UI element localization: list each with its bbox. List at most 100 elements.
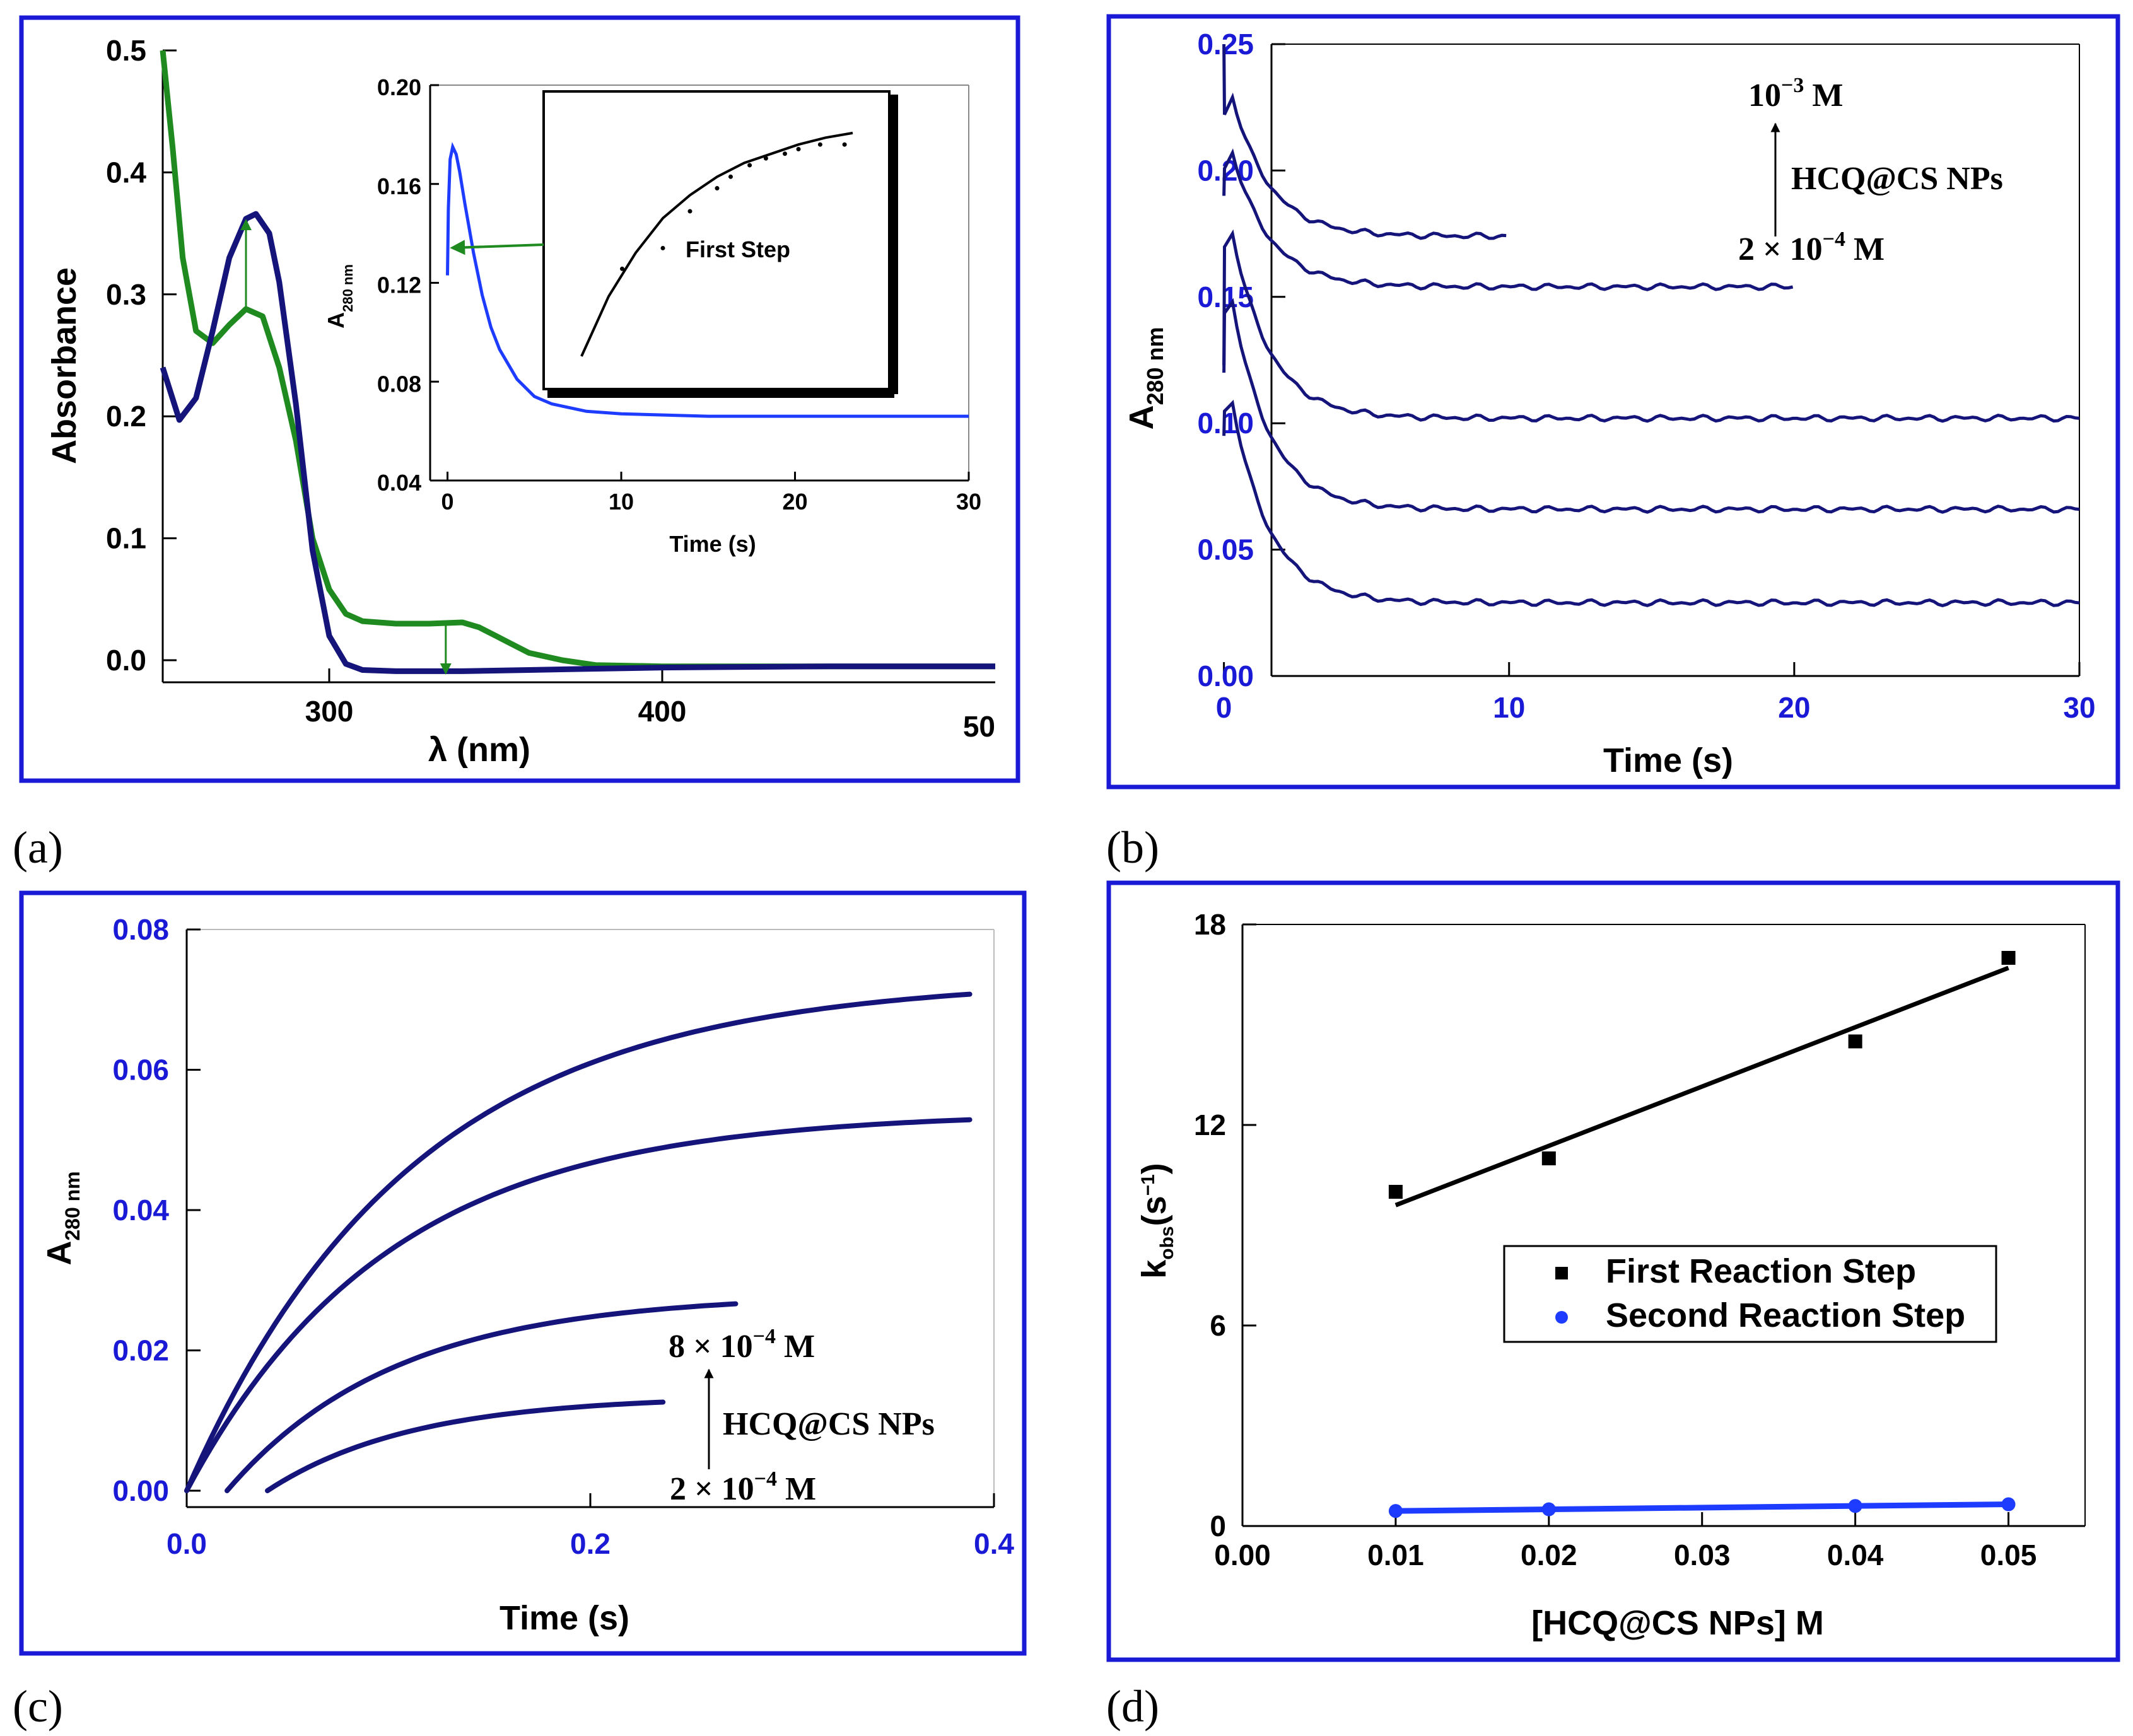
sub-inset-point: [687, 209, 692, 214]
sub-inset-frame: [542, 90, 891, 390]
panel-d-point-second: [2001, 1497, 2016, 1512]
panel-c-frame: [19, 890, 1027, 1656]
sub-inset-point: [817, 142, 822, 147]
panel-b-trace-5: [1222, 44, 1507, 240]
panel-label-d: (d): [1106, 1681, 1159, 1732]
sub-inset-point: [728, 174, 733, 179]
panel-b-x-tick-label: 30: [2063, 691, 2095, 724]
panel-c-y-tick-label: 0.06: [112, 1054, 169, 1086]
panel-b-annot-top: 10−3 M: [1748, 74, 1843, 114]
legend-marker-second: [1555, 1311, 1568, 1324]
panel-c-y-tick-label: 0.00: [112, 1474, 169, 1507]
panel-d-y-label: kobs(s−1): [1135, 1163, 1178, 1279]
panel-d-y-label-exp: −1: [1138, 1174, 1159, 1196]
panel-d-fit-2: [1395, 1501, 2009, 1514]
panel-b-annot-middle: HCQ@CS NPs: [1791, 161, 2003, 197]
inset-y-tick-label: 0.04: [377, 470, 421, 496]
sub-inset-point: [796, 147, 801, 151]
panel-d-frame: [1106, 880, 2120, 1662]
panel-label-a: (a): [13, 822, 63, 873]
panel-d-point-first: [1388, 1185, 1403, 1199]
inset-y-tick-label: 0.12: [377, 272, 421, 298]
panel-b-annot-bottom: 2 × 10−4 M: [1738, 228, 1885, 267]
inset-y-tick-label: 0.08: [377, 371, 421, 397]
panel-c: 0.0 0.2 0.4 0.00 0.02 0.04 0.06 0.08 Time (s) A…: [40, 913, 1014, 1637]
panel-d: 0.00 0.01 0.02 0.03 0.04 0.05 0 6 12 18 [HCQ@CS N…: [1135, 908, 2086, 1642]
panel-d-x-tick-label: 0.02: [1521, 1539, 1577, 1571]
panel-c-x-tick-label: 0.2: [570, 1527, 611, 1560]
sub-inset-point: [763, 156, 768, 161]
panel-c-annot-bottom: 2 × 10−4 M: [670, 1467, 816, 1507]
panel-a-inset: 0 10 20 30 0.04 0.08 0.12 0.16 0.20 Time (s) A28…: [323, 74, 981, 557]
panel-d-point-second: [1388, 1504, 1403, 1518]
panel-b-y-label-main: A: [1123, 405, 1160, 430]
inset-y-label-main: A: [323, 312, 349, 329]
legend-label-first: First Reaction Step: [1606, 1252, 1916, 1290]
panel-d-y-tick-label: 0: [1210, 1510, 1226, 1542]
svg-text:kobs(s−1): kobs(s−1): [1135, 1163, 1178, 1279]
panel-d-point-second: [1848, 1499, 1862, 1513]
panel-c-x-tick-label: 0.4: [974, 1527, 1014, 1560]
panel-d-y-tick-label: 6: [1210, 1309, 1226, 1342]
panel-d-x-tick-label: 0.01: [1367, 1539, 1424, 1571]
panel-c-annot-top: 8 × 10−4 M: [669, 1325, 815, 1365]
sub-inset-point: [842, 142, 847, 147]
panel-b-y-tick-label: 0.05: [1197, 533, 1254, 566]
panel-b-trace-2: [1222, 298, 2080, 514]
panel-d-fit-1: [1394, 965, 2009, 1208]
panel-label-b: (b): [1106, 822, 1159, 873]
svg-text:A280 nm: A280 nm: [40, 1171, 84, 1265]
sub-inset-title: First Step: [686, 236, 790, 262]
sub-inset-point: [783, 151, 787, 156]
svg-text:A280 nm: A280 nm: [1123, 327, 1168, 429]
panel-c-trace-4: [184, 991, 973, 1493]
legend-label-second: Second Reaction Step: [1606, 1296, 1965, 1334]
panel-d-x-tick-label: 0.00: [1214, 1539, 1271, 1571]
panel-a-y-label: Absorbance: [45, 267, 83, 464]
inset-x-tick-label: 20: [782, 489, 807, 515]
panel-a-x-edge-tick: 50: [963, 710, 995, 743]
panel-a-y-tick-label: 0.3: [106, 278, 146, 311]
inset-x-label: Time (s): [669, 531, 756, 557]
inset-y-tick-label: 0.16: [377, 173, 421, 199]
panel-a-x-tick-label: 400: [638, 695, 687, 728]
panel-d-x-tick-label: 0.03: [1674, 1539, 1731, 1571]
inset-y-label: A280 nm: [323, 264, 356, 329]
panel-c-y-label-main: A: [40, 1241, 78, 1266]
inset-trace: [446, 142, 969, 418]
sub-inset-point: [747, 163, 752, 168]
panel-d-y-label-tail: (s: [1135, 1196, 1173, 1226]
panel-b-x-tick-label: 20: [1778, 691, 1810, 724]
panel-d-point-first: [1541, 1151, 1556, 1165]
panel-a-y-tick-label: 0.4: [106, 156, 146, 189]
panel-a-x-tick-label: 300: [305, 695, 354, 728]
panel-c-x-label: Time (s): [500, 1599, 629, 1637]
panel-c-trace-1: [265, 1399, 666, 1493]
inset-y-label-sub: 280 nm: [340, 264, 356, 312]
inset-x-tick-label: 30: [956, 489, 981, 515]
panel-a-spectrum-final: [160, 211, 995, 674]
panel-d-y-tick-label: 18: [1194, 908, 1226, 941]
panel-b-x-tick-label: 0: [1216, 691, 1232, 724]
inset-y-tick-label: 0.20: [377, 74, 421, 100]
inset-x-tick-label: 0: [441, 489, 454, 515]
panel-d-point-first: [1848, 1034, 1862, 1049]
panel-a-x-label: λ (nm): [428, 731, 530, 769]
inset-x-tick-label: 10: [609, 489, 634, 515]
inset-zoom-arrow: [450, 240, 544, 255]
panel-d-point-first: [2001, 951, 2016, 965]
panel-c-trace-2: [225, 1301, 739, 1493]
panel-d-y-label-main: k: [1135, 1259, 1173, 1279]
panel-d-x-tick-label: 0.04: [1827, 1539, 1884, 1571]
panel-c-y-label-sub: 280 nm: [61, 1171, 84, 1240]
panel-c-trace-3: [184, 1117, 973, 1493]
panel-c-y-tick-label: 0.04: [112, 1194, 169, 1226]
panel-d-point-second: [1541, 1502, 1556, 1517]
sub-inset-fit: [580, 131, 853, 357]
panel-a-spectrum-initial: [160, 50, 995, 670]
panel-b-x-tick-label: 10: [1493, 691, 1525, 724]
panel-b-frame: [1106, 14, 2120, 789]
panel-a-y-tick-label: 0.1: [106, 522, 146, 555]
